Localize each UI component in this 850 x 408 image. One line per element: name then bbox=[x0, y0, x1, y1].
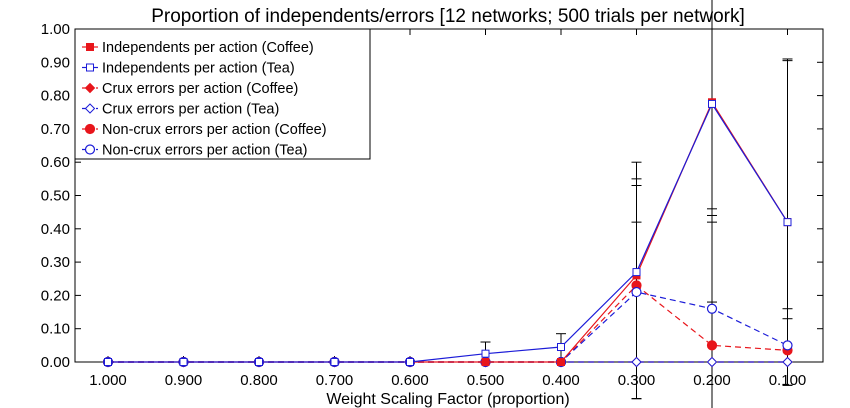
data-point bbox=[179, 358, 188, 366]
data-point bbox=[330, 358, 339, 366]
chart-title: Proportion of independents/errors [12 ne… bbox=[151, 6, 745, 27]
legend: Independents per action (Coffee) Independ… bbox=[74, 28, 371, 160]
series-line bbox=[108, 291, 788, 363]
data-point bbox=[631, 356, 642, 368]
y-tick-label: 0.50 bbox=[41, 188, 70, 205]
x-tick-label: 0.500 bbox=[467, 372, 505, 389]
data-point bbox=[706, 356, 718, 368]
data-point bbox=[481, 349, 490, 358]
legend-marker bbox=[86, 43, 94, 51]
data-point bbox=[481, 358, 490, 366]
legend-label: Non-crux errors per action (Tea) bbox=[102, 143, 308, 159]
x-axis-label: Weight Scaling Factor (proportion) bbox=[326, 391, 569, 408]
data-point bbox=[706, 340, 718, 351]
y-tick-label: 0.40 bbox=[41, 221, 70, 238]
legend-marker bbox=[84, 123, 96, 135]
legend-label: Crux errors per action (Tea) bbox=[102, 102, 279, 118]
legend-marker bbox=[84, 82, 96, 94]
data-point bbox=[255, 358, 263, 366]
data-point bbox=[708, 99, 716, 108]
y-tick-label: 0.00 bbox=[41, 354, 70, 371]
legend-marker bbox=[84, 103, 96, 114]
data-point bbox=[782, 340, 793, 351]
data-point bbox=[782, 356, 793, 368]
series-line bbox=[108, 102, 789, 363]
series-layer bbox=[102, 98, 793, 368]
y-tick-label: 0.20 bbox=[41, 287, 70, 304]
data-point bbox=[631, 286, 642, 298]
x-tick-label: 0.900 bbox=[165, 372, 203, 389]
data-point bbox=[783, 218, 792, 227]
legend-label: Independents per action (Coffee) bbox=[102, 40, 314, 56]
x-tick-label: 1.000 bbox=[89, 372, 127, 389]
legend-label: Crux errors per action (Coffee) bbox=[102, 81, 298, 97]
legend-label: Non-crux errors per action (Coffee) bbox=[102, 122, 327, 138]
legend-marker bbox=[84, 144, 96, 155]
data-point bbox=[706, 303, 718, 314]
y-tick-label: 0.90 bbox=[41, 54, 70, 71]
x-tick-label: 0.400 bbox=[542, 372, 580, 389]
y-tick-label: 0.10 bbox=[41, 321, 70, 338]
y-tick-label: 0.70 bbox=[41, 121, 70, 138]
legend-box bbox=[74, 28, 371, 160]
data-point bbox=[406, 358, 414, 366]
y-tick-label: 0.30 bbox=[41, 254, 70, 271]
x-tick-label: 0.600 bbox=[391, 372, 429, 389]
series-line bbox=[108, 284, 788, 363]
y-tick-label: 0.60 bbox=[41, 154, 70, 171]
x-tick-label: 0.700 bbox=[316, 372, 354, 389]
data-point bbox=[632, 268, 641, 277]
data-point bbox=[557, 358, 565, 366]
y-tick-label: 0.80 bbox=[41, 88, 70, 105]
data-point bbox=[104, 358, 112, 366]
y-tick-label: 1.00 bbox=[41, 21, 70, 38]
error-bars bbox=[480, 0, 793, 408]
data-point bbox=[557, 343, 565, 352]
legend-marker bbox=[86, 63, 94, 72]
legend-label: Independents per action (Tea) bbox=[102, 61, 295, 77]
x-tick-label: 0.800 bbox=[240, 372, 278, 389]
y-axis: 0.00 0.10 0.20 0.30 0.40 0.50 0.60 0.70 0.80 0.90… bbox=[41, 21, 823, 371]
